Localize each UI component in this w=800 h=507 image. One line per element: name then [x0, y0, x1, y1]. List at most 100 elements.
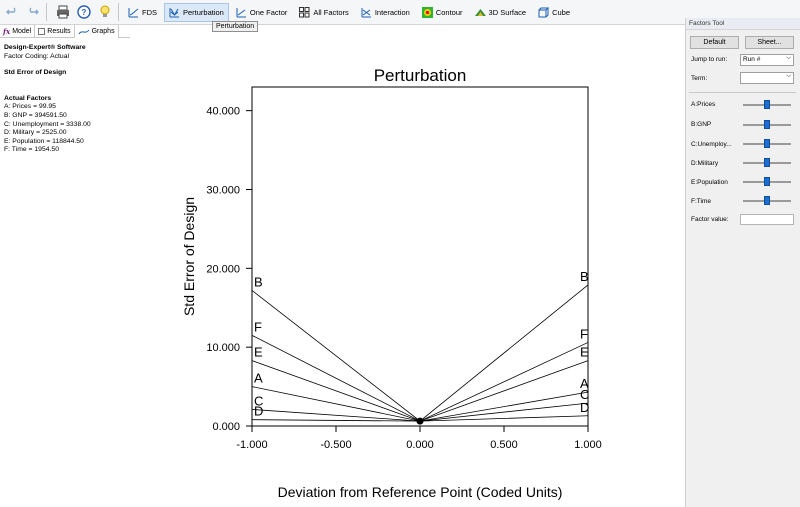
factor-value-line: F: Time = 1954.50 [4, 146, 59, 154]
redo-icon[interactable] [24, 3, 42, 21]
print-icon[interactable] [54, 3, 72, 21]
series-label-left-e: E [254, 345, 263, 360]
factor-label-b: B:GNP [691, 121, 712, 128]
factor-value-line: B: GNP = 394591.50 [4, 111, 67, 119]
factor-slider-thumb[interactable] [764, 120, 770, 129]
3d-surface-label: 3D Surface [488, 7, 527, 17]
3d-surface-button[interactable]: 3D Surface [470, 3, 532, 22]
toolbar-divider [118, 3, 119, 21]
term-select[interactable]: ⌵ [740, 72, 794, 84]
software-name: Design-Expert® Software [4, 44, 86, 51]
factor-slider-thumb[interactable] [764, 100, 770, 109]
toolbar-divider [46, 3, 47, 21]
tab-model-label: Model [12, 28, 32, 35]
cube-button[interactable]: Cube [533, 3, 575, 22]
series-label-right-a: A [580, 376, 589, 391]
series-label-right-c: C [580, 387, 589, 402]
cube-label: Cube [552, 7, 570, 17]
default-button[interactable]: Default [690, 36, 739, 49]
svg-text:?: ? [82, 8, 87, 17]
factor-slider-thumb[interactable] [764, 158, 770, 167]
series-label-right-f: F [580, 326, 588, 341]
interaction-icon [361, 7, 372, 18]
factor-label-d: D:Military [691, 160, 719, 167]
contour-button[interactable]: Contour [417, 3, 468, 22]
y-tick-label: 10.000 [206, 342, 240, 354]
help-icon[interactable]: ? [75, 3, 93, 21]
x-tick-label: 0.000 [406, 439, 434, 451]
tab-model[interactable]: fx Model [0, 25, 36, 38]
perturbation-label: Perturbation [183, 7, 224, 17]
series-label-right-e: E [580, 345, 589, 360]
fds-button[interactable]: FDS [123, 3, 162, 22]
cube-icon [538, 7, 550, 18]
y-tick-label: 30.000 [206, 184, 240, 196]
factor-label-a: A:Prices [691, 101, 716, 108]
all-factors-label: All Factors [313, 7, 349, 17]
series-label-left-b: B [254, 274, 263, 289]
perturbation-tooltip: Perturbation [212, 21, 259, 32]
actual-factors-heading: Actual Factors [4, 94, 52, 102]
undo-icon[interactable] [3, 3, 21, 21]
fx-icon: fx [3, 27, 11, 36]
series-label-right-d: D [580, 400, 589, 415]
contour-label: Contour [435, 7, 463, 17]
factor-label-c: C:Unemploy... [691, 141, 732, 148]
factor-value-line: D: Military = 2525.00 [4, 129, 67, 137]
factor-slider-thumb[interactable] [764, 177, 770, 186]
series-label-left-a: A [254, 371, 263, 386]
series-label-left-c: C [254, 393, 263, 408]
factors-tool-panel: Factors Tool [685, 18, 800, 507]
y-axis-label: Std Error of Design [181, 197, 197, 316]
all-factors-icon [299, 6, 310, 18]
series-label-left-d: D [254, 404, 263, 419]
reference-point [416, 417, 424, 425]
view-tabs: fx Model Results Graphs [0, 25, 130, 38]
factor-value-line: A: Prices = 99.95 [4, 103, 56, 111]
all-factors-button[interactable]: All Factors [294, 3, 353, 22]
panel-divider [689, 92, 796, 93]
factor-label-e: E:Population [691, 179, 728, 186]
term-label: Term: [691, 75, 708, 82]
chevron-down-icon: ⌵ [786, 73, 791, 79]
factor-value-line: E: Population = 118844.50 [4, 137, 84, 145]
chart-title: Perturbation [374, 66, 467, 85]
response-name: Std Error of Design [4, 69, 67, 77]
y-tick-label: 20.000 [206, 263, 240, 275]
factor-value-line: C: Unemployment = 3338.00 [4, 120, 91, 128]
factor-value-input[interactable] [740, 214, 794, 225]
contour-icon [421, 6, 433, 18]
jump-to-run-value: Run # [743, 56, 761, 63]
interaction-button[interactable]: Interaction [356, 3, 415, 22]
fds-icon [128, 7, 139, 18]
graphs-icon [78, 29, 89, 34]
factor-coding: Factor Coding: Actual [4, 52, 69, 60]
jump-to-run-select[interactable]: Run # ⌵ [740, 54, 794, 66]
one-factor-icon [236, 7, 247, 18]
x-tick-label: 1.000 [574, 439, 602, 451]
fds-label: FDS [142, 7, 157, 17]
one-factor-label: One Factor [249, 7, 288, 17]
tab-graphs-label: Graphs [91, 28, 115, 35]
design-info-panel: Design-Expert® Software Factor Coding: A… [4, 44, 91, 155]
tab-results-label: Results [47, 28, 71, 35]
series-line-e [251, 360, 589, 422]
x-tick-label: 0.500 [490, 439, 518, 451]
x-axis-label: Deviation from Reference Point (Coded Un… [278, 484, 563, 500]
series-label-left-f: F [254, 319, 262, 334]
one-factor-button[interactable]: One Factor [231, 3, 293, 22]
factor-slider-thumb[interactable] [764, 139, 770, 148]
chevron-down-icon: ⌵ [786, 55, 791, 61]
sheet-button[interactable]: Sheet... [745, 36, 794, 49]
results-icon [38, 28, 46, 35]
x-tick-label: -1.000 [236, 439, 267, 451]
series-line-a [251, 386, 589, 422]
tab-results[interactable]: Results [35, 25, 75, 38]
perturbation-icon [169, 7, 180, 18]
3d-surface-icon [474, 7, 486, 18]
factor-label-f: F:Time [691, 198, 711, 205]
tip-lightbulb-icon[interactable] [96, 3, 114, 21]
factor-slider-thumb[interactable] [764, 196, 770, 205]
tab-graphs[interactable]: Graphs [74, 25, 119, 38]
perturbation-button[interactable]: Perturbation [164, 2, 229, 22]
